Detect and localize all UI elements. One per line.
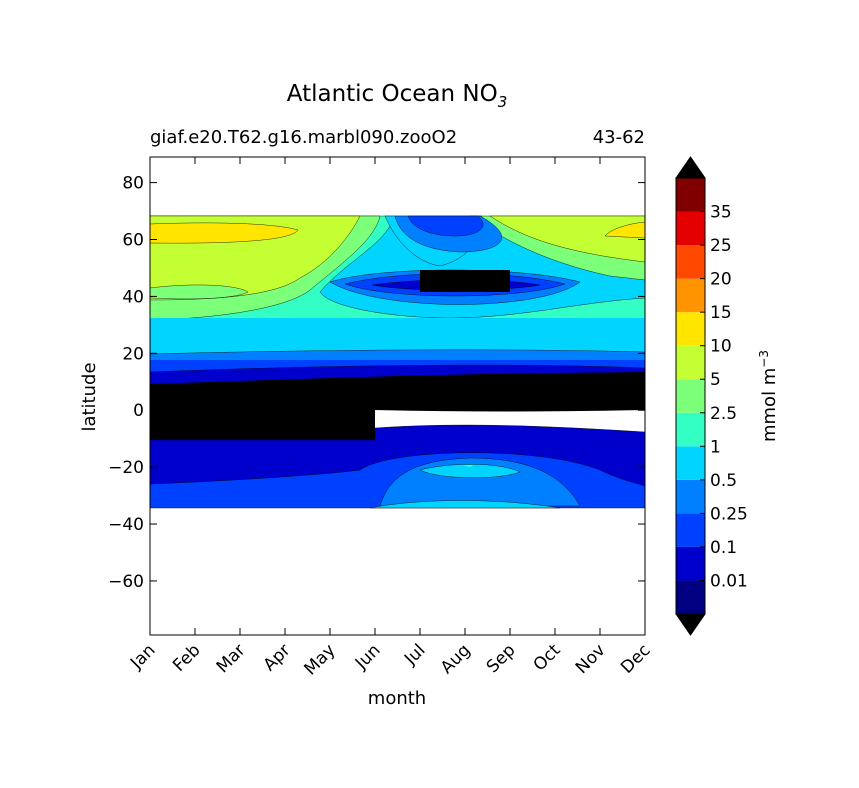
colorbar-swatch <box>676 580 705 614</box>
colorbar-swatch <box>676 345 705 380</box>
contour-south-1 <box>369 464 561 509</box>
y-tick-label: 40 <box>122 287 144 307</box>
contour-north-10-east <box>604 221 645 239</box>
colorbar-swatch <box>676 412 705 447</box>
plot-frame <box>149 156 646 636</box>
contour-north-5-east <box>489 215 645 263</box>
y-tick-label: −40 <box>108 515 144 535</box>
colorbar: 0.01 0.1 0.25 0.5 1 2.5 5 10 15 20 25 35 <box>675 156 748 636</box>
x-tick-label: Dec <box>617 640 654 677</box>
colorbar-tick-label: 15 <box>710 303 732 323</box>
colorbar-label-superscript: −3 <box>757 350 771 368</box>
y-axis: 80 60 40 20 0 −20 −40 −60 <box>108 174 645 592</box>
y-tick-label: −60 <box>108 572 144 592</box>
colorbar-swatch <box>676 513 705 547</box>
x-tick-label: Apr <box>260 640 295 675</box>
contour-equator-min <box>150 372 645 440</box>
chart-title-subscript: 3 <box>498 93 508 111</box>
chart-title-text: Atlantic Ocean NO <box>287 81 498 107</box>
colorbar-extend-bottom <box>675 613 706 636</box>
colorbar-swatch <box>676 178 705 212</box>
contour-north-green-lobe <box>150 284 249 300</box>
colorbar-swatch <box>676 278 705 313</box>
colorbar-tick-label: 35 <box>710 203 732 223</box>
x-tick-label: May <box>301 640 340 679</box>
colorbar-tick-label: 2.5 <box>710 404 737 424</box>
chart-title: Atlantic Ocean NO3 <box>287 81 508 111</box>
colorbar-label: mmol m−3 <box>757 350 780 442</box>
colorbar-tick-label: 20 <box>710 270 732 290</box>
colorbar-tick-label: 5 <box>710 370 721 390</box>
y-tick-label: 60 <box>122 231 144 251</box>
x-tick-label: Aug <box>437 640 475 678</box>
colorbar-tick-label: 0.1 <box>710 538 737 558</box>
contour-subtropic-0p5 <box>150 318 645 354</box>
y-tick-label: 20 <box>122 344 144 364</box>
contour-north-min <box>420 270 510 292</box>
x-tick-label: Jan <box>126 640 159 673</box>
y-axis-label: latitude <box>79 362 100 431</box>
colorbar-swatch <box>676 379 705 413</box>
contour-south-green-speck <box>462 465 474 467</box>
colorbar-frame <box>675 177 706 615</box>
subtitle-left: giaf.e20.T62.g16.marbl090.zooO2 <box>150 127 457 148</box>
colorbar-tick-label: 0.25 <box>710 504 748 524</box>
y-tick-label: 0 <box>133 401 144 421</box>
colorbar-label-text: mmol m <box>759 368 780 442</box>
colorbar-swatch <box>676 211 705 246</box>
x-tick-label: Oct <box>530 640 565 675</box>
y-tick-label: −20 <box>108 458 144 478</box>
subtitle-right: 43-62 <box>593 127 645 148</box>
contour-field <box>150 215 645 509</box>
y-tick-label: 80 <box>122 174 144 194</box>
colorbar-tick-label: 10 <box>710 337 732 357</box>
colorbar-tick-label: 0.5 <box>710 471 737 491</box>
colorbar-tick-label: 25 <box>710 236 732 256</box>
colorbar-swatch <box>676 446 705 480</box>
colorbar-swatch <box>676 546 705 581</box>
colorbar-tick-label: 0.01 <box>710 571 748 591</box>
x-tick-label: Sep <box>483 640 520 677</box>
x-tick-label: Nov <box>572 640 610 678</box>
x-tick-label: Jul <box>400 640 429 669</box>
x-tick-label: Feb <box>169 640 204 675</box>
contour-north-10 <box>150 222 299 244</box>
colorbar-swatch <box>676 312 705 346</box>
x-axis-label: month <box>368 688 426 709</box>
colorbar-extend-top <box>675 156 706 179</box>
x-tick-label: Jun <box>351 640 385 674</box>
x-tick-label: Mar <box>213 640 250 677</box>
colorbar-swatch <box>676 245 705 279</box>
colorbar-swatch <box>676 479 705 514</box>
plot-area: 80 60 40 20 0 −20 −40 −60 Jan Feb Mar Apr May Jun Jul… <box>108 156 655 679</box>
colorbar-tick-label: 1 <box>710 437 721 457</box>
